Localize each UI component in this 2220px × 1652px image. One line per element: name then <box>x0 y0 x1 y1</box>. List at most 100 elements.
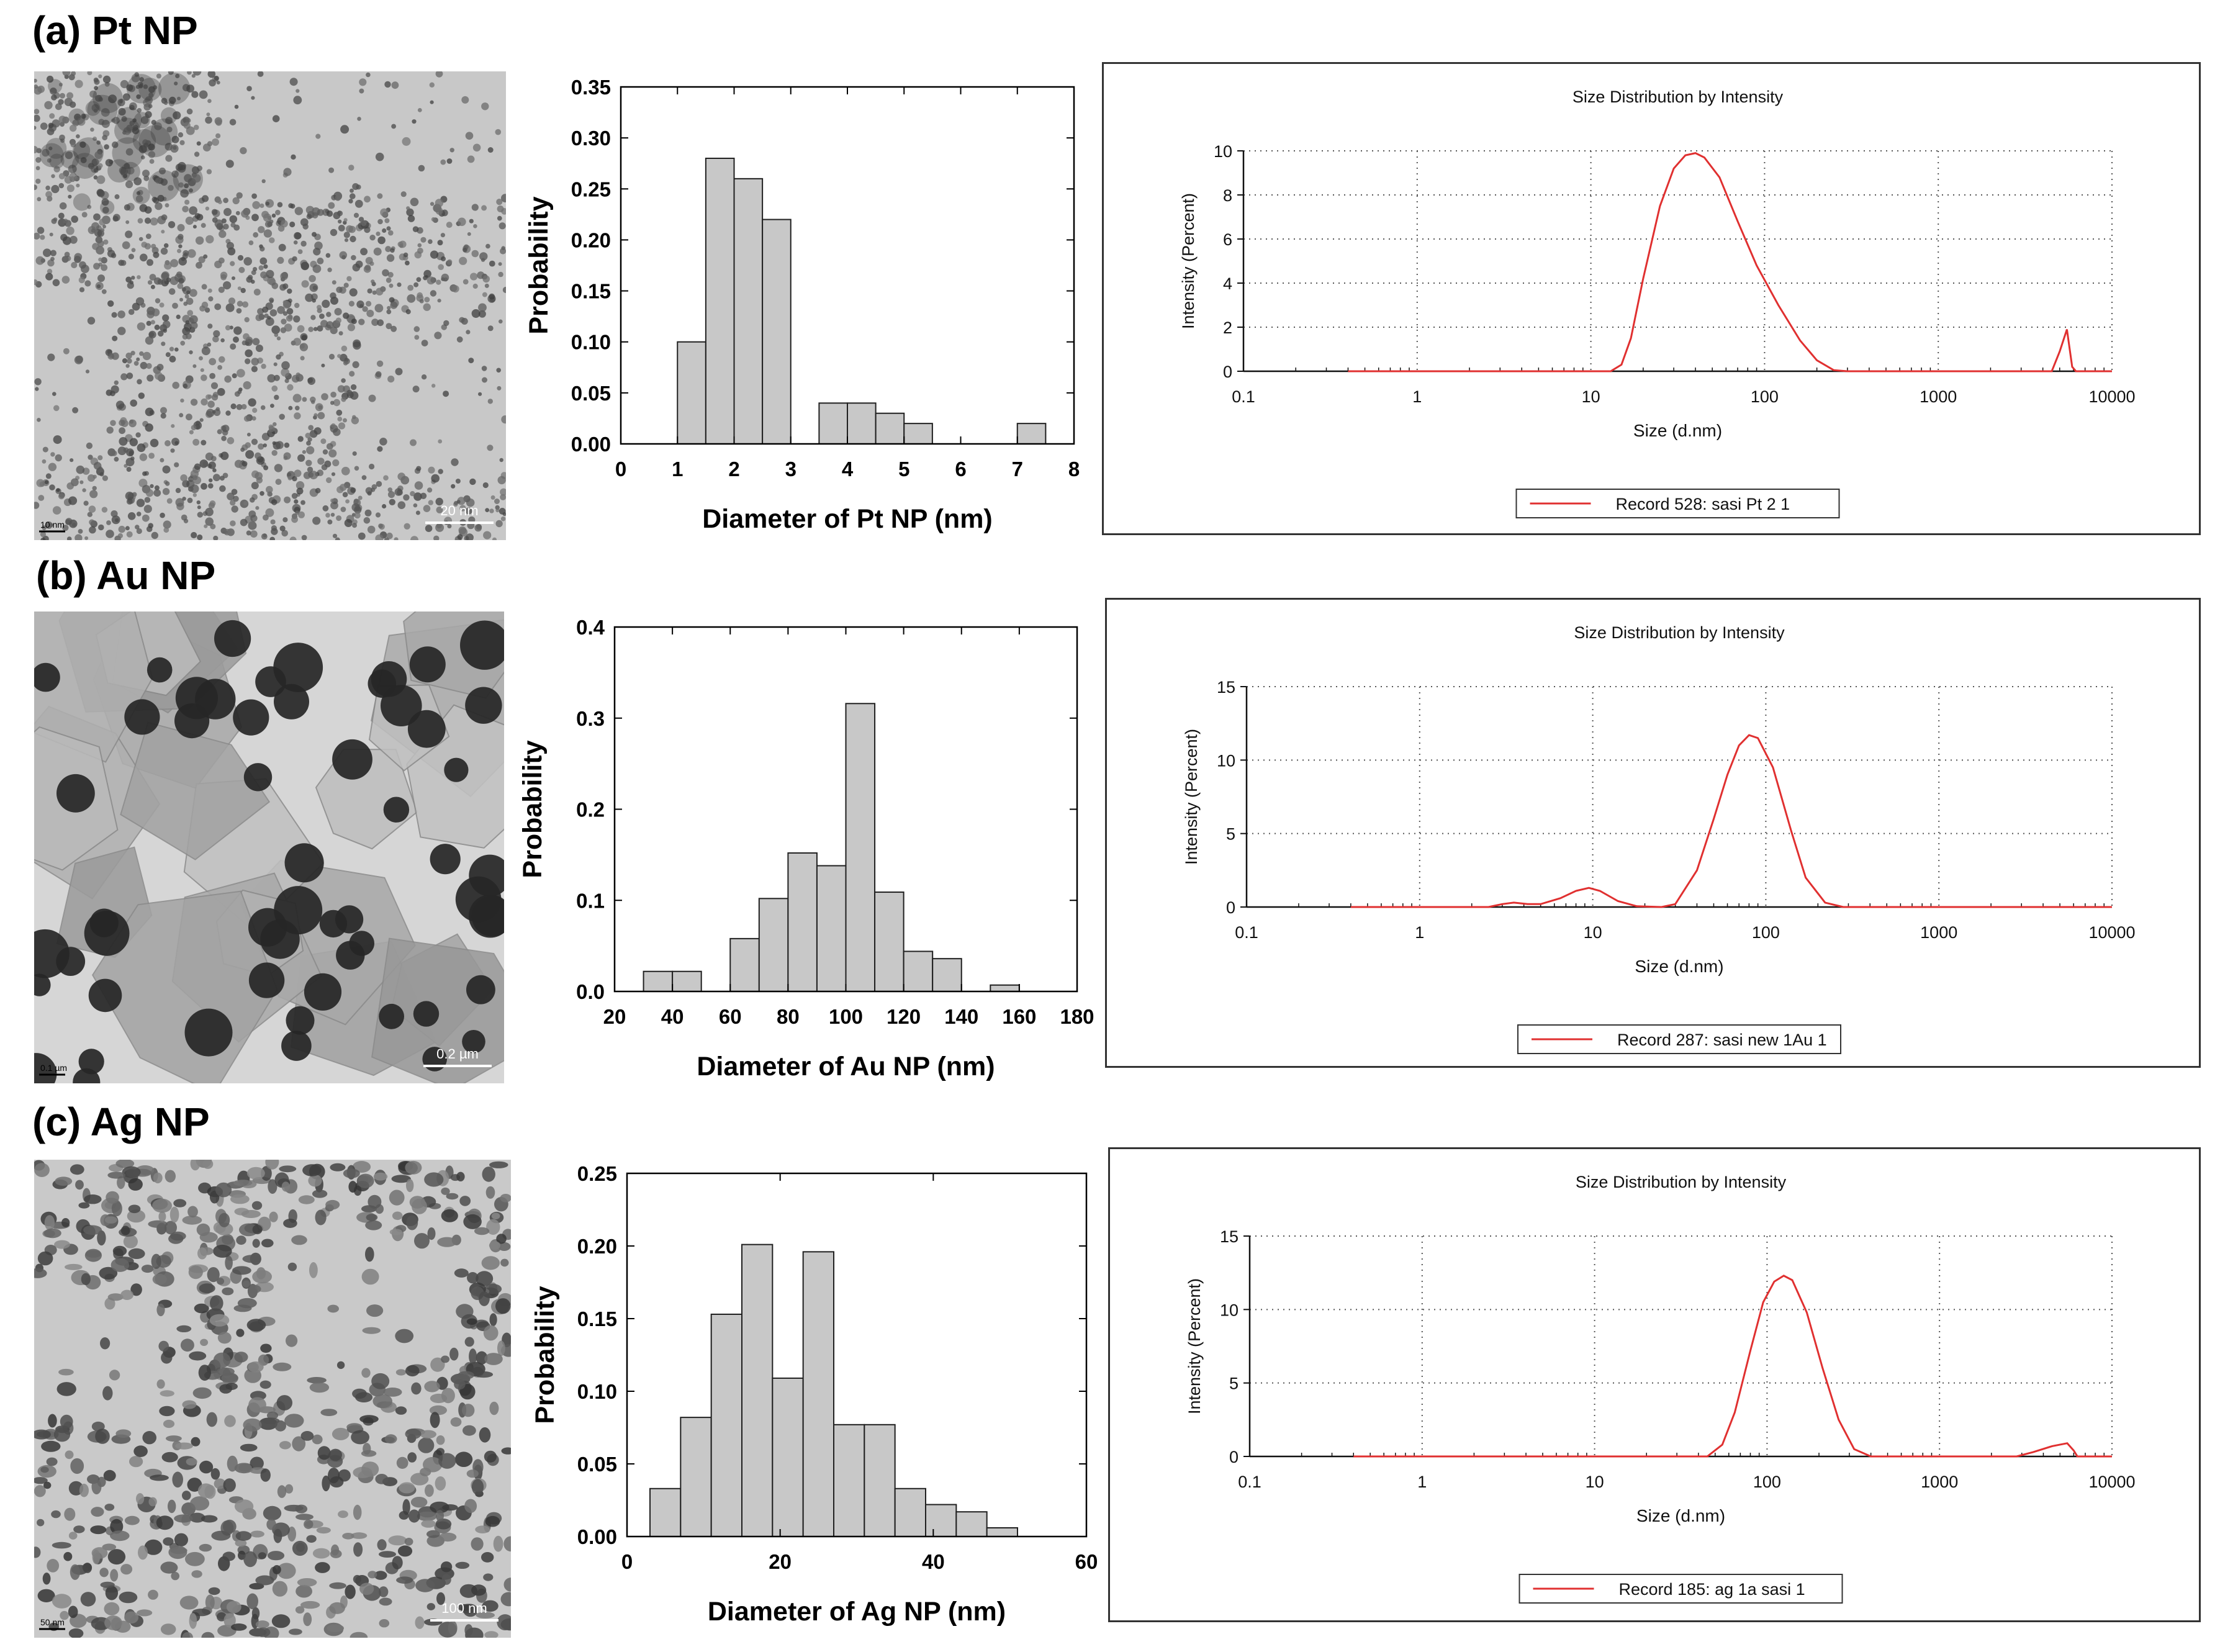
y-axis-label: Intensity (Percent) <box>1179 193 1198 329</box>
x-tick-label: 10 <box>1584 923 1602 942</box>
y-tick-label: 0.20 <box>577 1235 617 1258</box>
x-tick-label: 1 <box>1412 387 1422 406</box>
histogram-bar <box>705 158 735 445</box>
histogram-bar <box>816 865 847 992</box>
plot-frame <box>626 1172 1088 1538</box>
x-axis-label: Diameter of Au NP (nm) <box>697 1052 995 1081</box>
y-tick-label: 8 <box>1223 186 1232 205</box>
histogram-bar <box>818 402 848 445</box>
x-tick-label: 3 <box>785 458 796 481</box>
tem-particles <box>34 71 506 540</box>
x-tick-label: 80 <box>777 1005 800 1028</box>
legend-label: Record 185: ag 1a sasi 1 <box>1619 1580 1805 1599</box>
y-tick-label: 15 <box>1217 678 1235 697</box>
x-axis-label: Size (d.nm) <box>1633 421 1722 440</box>
dls-series-line <box>1348 152 2112 372</box>
legend-label: Record 287: sasi new 1Au 1 <box>1617 1031 1827 1049</box>
x-tick-label: 120 <box>887 1005 921 1028</box>
x-tick-label: 60 <box>1075 1550 1098 1573</box>
x-tick-label: 5 <box>898 458 909 481</box>
small-scale-label: 10 nm <box>40 520 65 530</box>
y-axis-label: Probability <box>518 740 548 878</box>
histogram-bar <box>894 1487 927 1538</box>
y-tick-label: 5 <box>1226 825 1235 844</box>
histogram-bar <box>932 958 962 992</box>
x-axis-label: Size (d.nm) <box>1636 1506 1725 1525</box>
histogram-au: 20 40 60 80 100 120 140 160 180 0.0 0.1 0.2 0.3 0.4 Di… <box>518 616 1094 1081</box>
x-tick-label: 7 <box>1012 458 1023 481</box>
y-tick-label: 0.2 <box>576 798 605 821</box>
histogram-bar <box>1016 423 1047 445</box>
y-tick-label: 0.25 <box>571 178 611 201</box>
y-tick-label: 10 <box>1217 751 1235 770</box>
histogram-bar <box>643 970 674 993</box>
histogram-bar <box>903 423 933 445</box>
x-tick-label: 4 <box>842 458 854 481</box>
histogram-bar <box>864 1424 896 1537</box>
dls-series-line <box>1350 734 2112 908</box>
histogram-bar <box>925 1504 957 1538</box>
panel-b-label: (b) Au NP <box>36 553 216 598</box>
histogram-bar <box>649 1487 682 1538</box>
histogram-bar <box>772 1377 804 1537</box>
tem-image-pt: 20 nm 10 nm <box>34 71 506 540</box>
histogram-bar <box>710 1313 742 1537</box>
y-tick-label: 0.05 <box>577 1453 617 1476</box>
histogram-bar <box>845 703 876 993</box>
histogram-bar <box>986 1527 1019 1538</box>
histogram-bar <box>802 1251 834 1538</box>
y-tick-label: 5 <box>1229 1374 1239 1393</box>
scale-bar-label: 20 nm <box>440 503 478 518</box>
y-tick-label: 0.00 <box>577 1525 617 1548</box>
histogram-bar <box>955 1511 988 1537</box>
x-tick-label: 100 <box>1752 923 1780 942</box>
y-tick-label: 2 <box>1223 318 1232 337</box>
y-tick-label: 0.3 <box>576 707 605 730</box>
x-axis-label: Diameter of Pt NP (nm) <box>702 504 993 534</box>
y-tick-label: 0.4 <box>576 616 605 639</box>
x-tick-label: 6 <box>955 458 966 481</box>
y-tick-label: 4 <box>1223 274 1232 293</box>
small-scale-label: 50 nm <box>40 1617 65 1627</box>
x-tick-label: 0 <box>615 458 626 481</box>
scale-bar-label: 0.2 µm <box>436 1046 479 1062</box>
tem-image-au: 0.2 µm 0.1 µm <box>34 612 504 1083</box>
x-tick-label: 10 <box>1586 1473 1604 1491</box>
y-tick-label: 0.10 <box>577 1380 617 1403</box>
histogram-bar <box>990 984 1020 992</box>
y-axis-label: Probability <box>530 1286 560 1424</box>
histogram-bar <box>847 402 877 445</box>
histogram-bar <box>729 937 760 993</box>
y-tick-label: 15 <box>1220 1227 1239 1246</box>
x-tick-label: 160 <box>1002 1005 1036 1028</box>
y-axis-label: Probability <box>524 196 554 334</box>
dls-chart-au: Size Distribution by Intensity 0.1 1 10 100 1… <box>1105 598 2201 1068</box>
x-tick-label: 0.1 <box>1232 387 1255 406</box>
histogram-bar <box>741 1244 774 1537</box>
x-tick-label: 10000 <box>2088 387 2135 406</box>
x-axis-label: Diameter of Ag NP (nm) <box>708 1597 1006 1627</box>
x-tick-label: 1 <box>1415 923 1424 942</box>
histogram-ag: 0 20 40 60 0.00 0.05 0.10 0.15 0.20 0.25 Diameter … <box>530 1162 1098 1627</box>
x-tick-label: 0.1 <box>1235 923 1258 942</box>
x-tick-label: 10000 <box>2088 923 2135 942</box>
panel-c-label: (c) Ag NP <box>32 1099 210 1144</box>
histogram-bar <box>758 898 789 992</box>
histogram-bar <box>677 341 706 445</box>
y-tick-label: 0.05 <box>571 382 611 405</box>
tem-image-ag: 100 nm 50 nm <box>34 1160 511 1638</box>
y-tick-label: 0 <box>1226 898 1235 917</box>
histogram-bar <box>874 891 905 993</box>
histogram-bar <box>787 852 818 992</box>
x-tick-label: 180 <box>1060 1005 1094 1028</box>
y-tick-label: 0.0 <box>576 980 605 1003</box>
y-tick-label: 10 <box>1214 142 1232 161</box>
y-tick-label: 0.1 <box>576 889 605 912</box>
x-tick-label: 20 <box>769 1550 792 1573</box>
x-tick-label: 40 <box>922 1550 945 1573</box>
dls-series-line <box>1353 1275 2112 1458</box>
x-tick-label: 60 <box>719 1005 742 1028</box>
dls-title: Size Distribution by Intensity <box>1573 88 1784 106</box>
